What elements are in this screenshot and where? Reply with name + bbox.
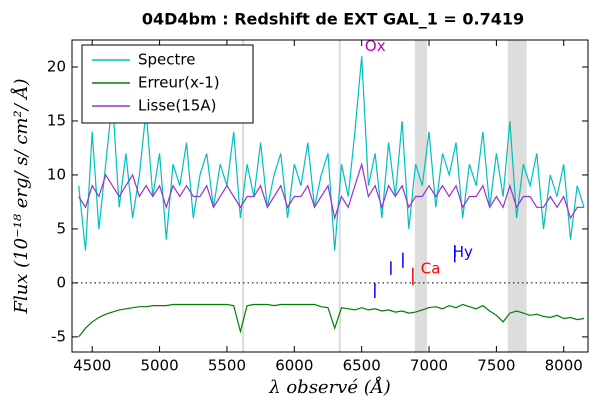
x-tick-label: 7500 xyxy=(477,357,515,375)
x-tick-label: 5000 xyxy=(140,357,178,375)
x-tick-label: 4500 xyxy=(73,357,111,375)
legend-label: Erreur(x-1) xyxy=(138,74,220,92)
y-axis-label: Flux (10⁻¹⁸ erg/ s/ cm²/ Å) xyxy=(10,78,32,314)
y-tick-label: 20 xyxy=(47,57,66,75)
annotation: Ox xyxy=(365,37,386,55)
y-tick-label: 5 xyxy=(56,219,66,237)
chart-title: 04D4bm : Redshift de EXT GAL_1 = 0.7419 xyxy=(142,10,524,29)
legend-box xyxy=(81,44,254,124)
series-line xyxy=(78,161,584,221)
band xyxy=(507,40,527,352)
x-tick-label: 6000 xyxy=(275,357,313,375)
x-tick-label: 8000 xyxy=(545,357,583,375)
x-tick-label: 6500 xyxy=(343,357,381,375)
plot-frame xyxy=(71,39,589,353)
y-tick-label: 15 xyxy=(47,111,66,129)
y-tick-label: 10 xyxy=(47,165,66,183)
band xyxy=(338,40,341,352)
x-axis-label: λ observé (Å) xyxy=(268,376,391,398)
legend-label: Spectre xyxy=(138,51,195,69)
annotation: Hy xyxy=(453,243,473,261)
x-tick-label: 5500 xyxy=(208,357,246,375)
y-tick-label: -5 xyxy=(51,327,66,345)
x-tick-label: 7000 xyxy=(410,357,448,375)
annotation: Ca xyxy=(421,259,441,277)
legend-label: Lisse(15A) xyxy=(138,97,216,115)
series-line xyxy=(78,303,585,338)
y-tick-label: 0 xyxy=(56,273,66,291)
